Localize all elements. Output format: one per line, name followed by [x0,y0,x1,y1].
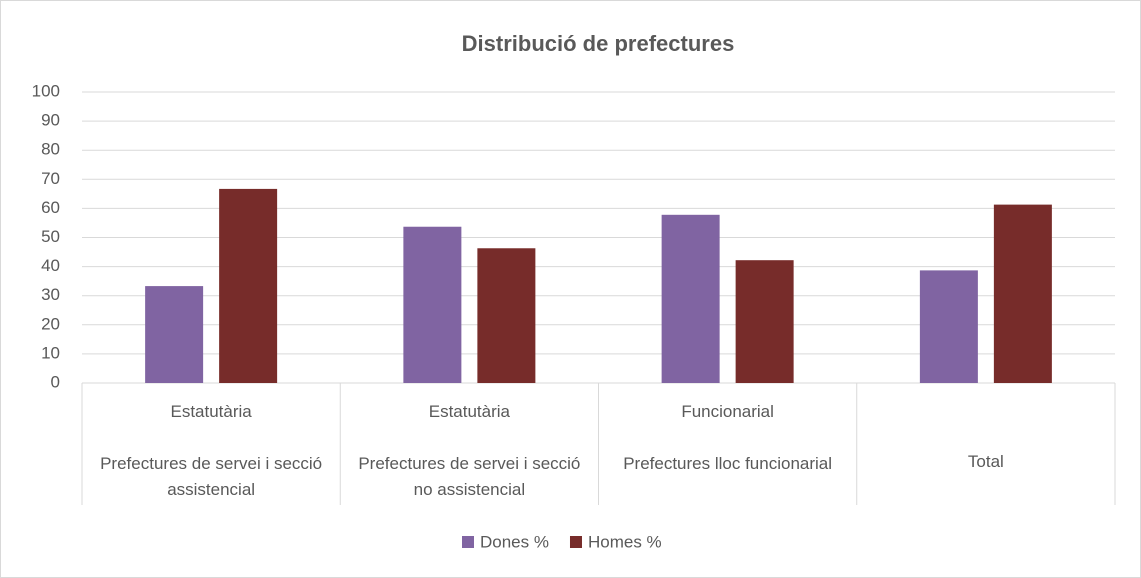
bar [219,188,278,383]
y-tick-label: 90 [41,111,60,130]
y-tick-label: 20 [41,314,60,333]
category-label: Prefectures de servei i secció assistenc… [100,454,323,499]
chart-title: Distribució de prefectures [462,31,735,56]
y-tick-label: 50 [41,227,60,246]
category-label: Prefectures lloc funcionarial [623,454,833,473]
legend-label: Dones % [480,532,549,551]
y-tick-label: 30 [41,285,60,304]
y-tick-label: 10 [41,343,60,362]
y-tick-label: 0 [51,372,60,391]
y-tick-label: 80 [41,140,60,159]
bar [477,248,536,383]
y-tick-label: 40 [41,256,60,275]
bar [145,286,204,383]
category-group-label: Estatutària [428,402,510,421]
bar [735,260,794,383]
legend-swatch [569,536,582,548]
legend-swatch [462,536,474,548]
y-tick-label: 60 [41,198,60,217]
bar [661,214,720,383]
category-label: Total [967,452,1004,471]
category-group-label: Estatutària [170,402,252,421]
category-label: Prefectures de servei i secció no assist… [358,454,581,499]
bar [403,226,462,383]
bar [919,270,978,383]
bar [993,204,1052,383]
legend-label: Homes % [588,532,662,551]
y-tick-label: 100 [32,81,60,100]
y-tick-label: 70 [41,169,60,188]
category-group-label: Funcionarial [681,402,774,421]
